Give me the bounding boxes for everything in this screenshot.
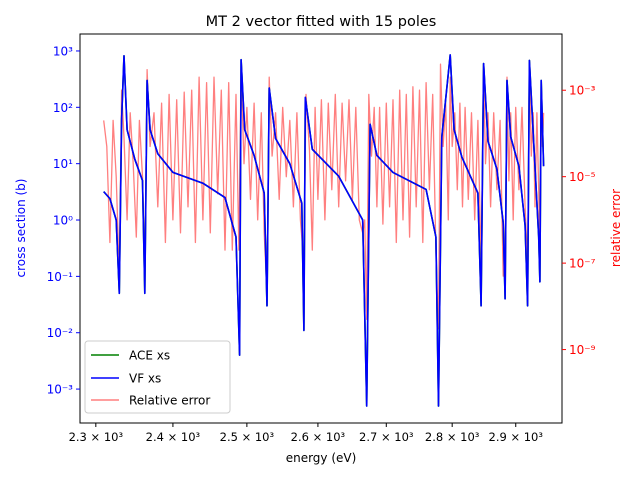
x-axis-label: energy (eV) bbox=[286, 451, 357, 465]
y-axis-left: 10⁻³ 10⁻² 10⁻¹ 10⁰ 10¹ 10² 10³ bbox=[47, 44, 80, 397]
y-left-tick-label-1: 10⁻² bbox=[47, 326, 74, 340]
y-right-tick-label-2: 10⁻⁵ bbox=[569, 170, 596, 184]
y-left-tick-label-3: 10⁰ bbox=[53, 214, 73, 228]
y-axis-right: 10⁻⁹ 10⁻⁷ 10⁻⁵ 10⁻³ bbox=[562, 84, 596, 357]
x-tick-label-3: 2.6 × 10³ bbox=[291, 430, 346, 444]
x-axis: 2.3 × 10³ 2.4 × 10³ 2.5 × 10³ 2.6 × 10³ 2.7 … bbox=[69, 423, 544, 444]
y-left-tick-label-5: 10² bbox=[53, 101, 73, 115]
x-tick-label-6: 2.9 × 10³ bbox=[489, 430, 544, 444]
legend: ACE xs VF xs Relative error bbox=[84, 340, 231, 414]
y-right-tick-label-3: 10⁻³ bbox=[569, 84, 596, 98]
y-left-tick-label-6: 10³ bbox=[53, 44, 73, 58]
y-left-tick-label-0: 10⁻³ bbox=[47, 383, 74, 397]
y-axis-left-label: cross section (b) bbox=[14, 179, 28, 278]
y-left-tick-label-4: 10¹ bbox=[53, 157, 73, 171]
y-right-tick-label-0: 10⁻⁹ bbox=[569, 343, 596, 357]
chart-title: MT 2 vector fitted with 15 poles bbox=[206, 14, 437, 30]
x-tick-label-5: 2.8 × 10³ bbox=[425, 430, 480, 444]
series-line-vf-xs bbox=[103, 54, 545, 407]
x-tick-label-1: 2.4 × 10³ bbox=[146, 430, 201, 444]
x-tick-label-2: 2.5 × 10³ bbox=[220, 430, 275, 444]
series-line-relative-error bbox=[103, 63, 545, 330]
y-right-tick-label-1: 10⁻⁷ bbox=[569, 257, 596, 271]
x-tick-label-0: 2.3 × 10³ bbox=[69, 430, 124, 444]
y-left-tick-label-2: 10⁻¹ bbox=[47, 270, 74, 284]
legend-label-error: Relative error bbox=[129, 394, 210, 408]
legend-box bbox=[84, 340, 231, 414]
x-tick-label-4: 2.7 × 10³ bbox=[359, 430, 414, 444]
plot-frame bbox=[79, 33, 563, 424]
series-layer bbox=[103, 54, 545, 407]
legend-label-ace: ACE xs bbox=[129, 349, 170, 363]
y-axis-right-label: relative error bbox=[609, 189, 623, 267]
legend-label-vf: VF xs bbox=[129, 372, 161, 386]
